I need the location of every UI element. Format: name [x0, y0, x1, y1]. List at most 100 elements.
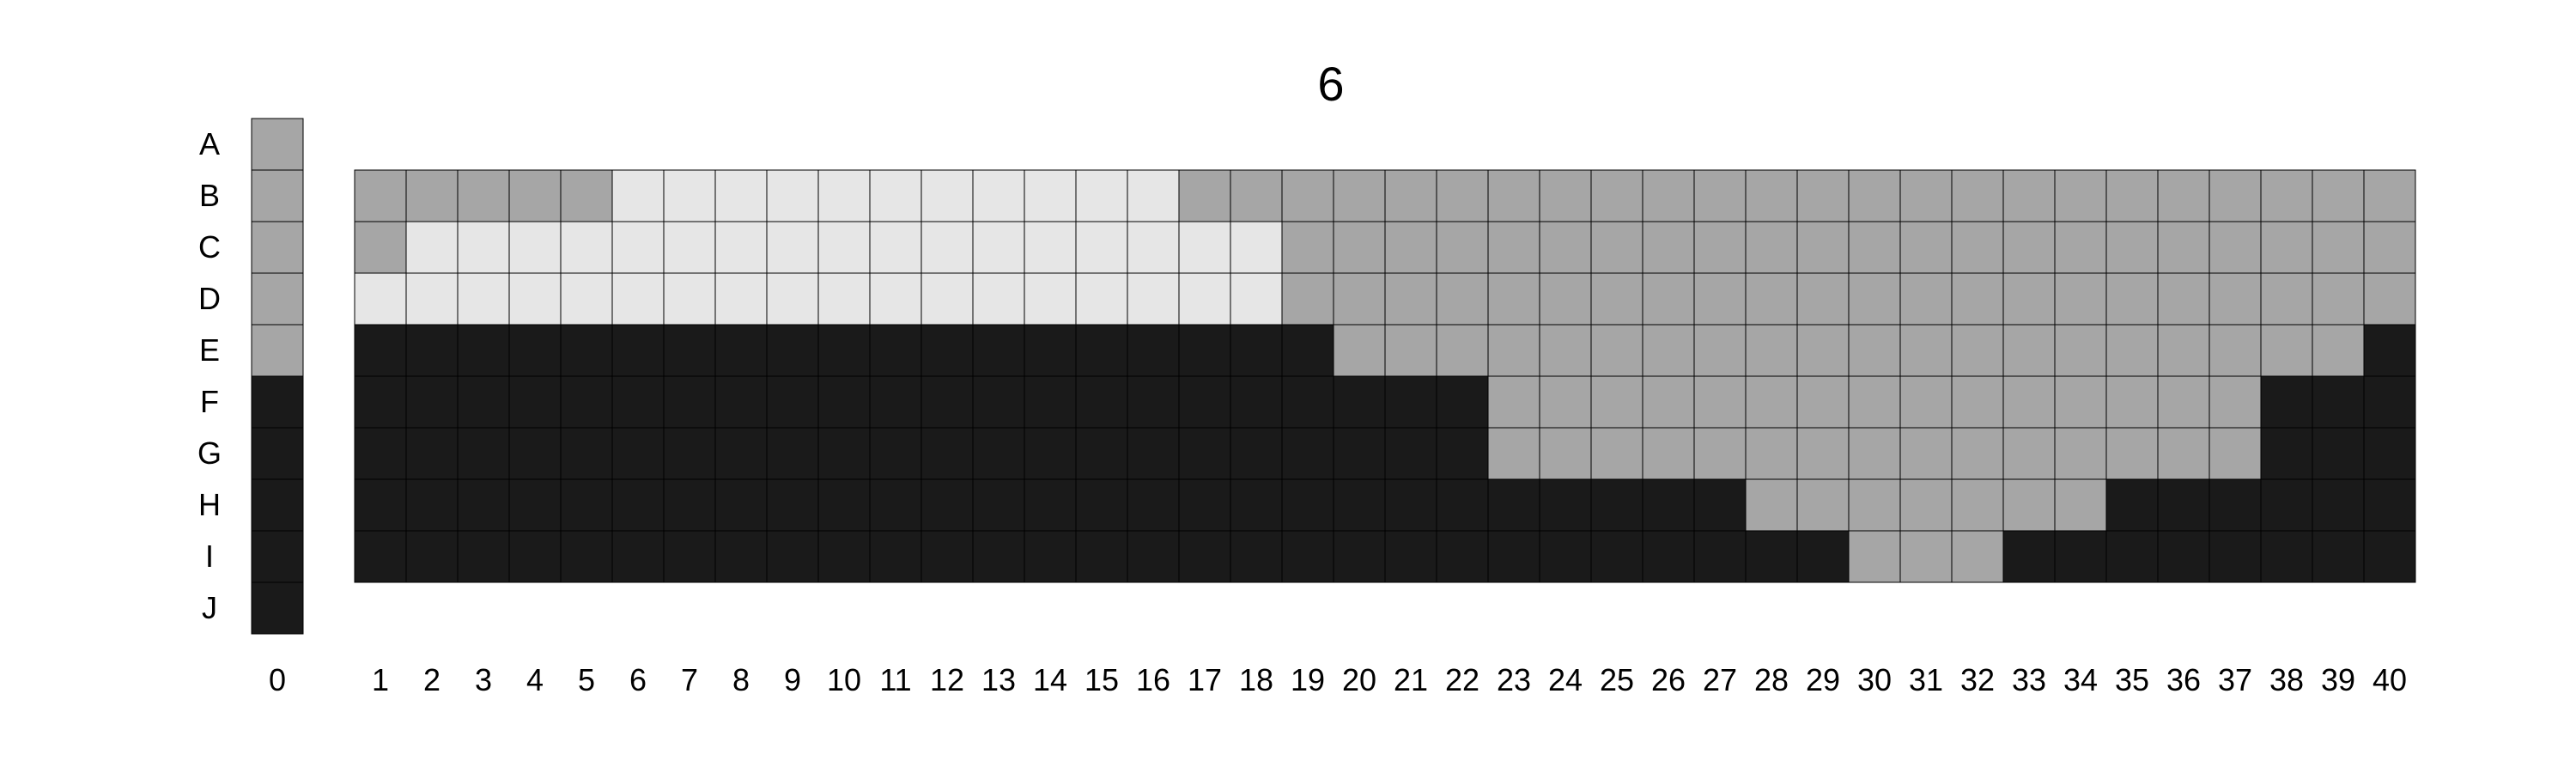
cell-f-13	[972, 375, 1025, 429]
cell-f-34	[2054, 375, 2107, 429]
cell-i-37	[2208, 530, 2262, 583]
cell-g-27	[1693, 427, 1747, 480]
column-label-34: 34	[2063, 662, 2098, 697]
column-label-39: 39	[2321, 662, 2355, 697]
column-label-35: 35	[2115, 662, 2149, 697]
cell-g-9	[766, 427, 819, 480]
row-label-e: E	[199, 332, 220, 368]
row-label-b: B	[199, 178, 220, 213]
cell-e-2	[405, 324, 459, 377]
cell-c-16	[1127, 221, 1180, 274]
cell-c-2	[405, 221, 459, 274]
cell-b-32	[1951, 169, 2004, 222]
column-label-7: 7	[681, 662, 698, 697]
cell-i-4	[508, 530, 562, 583]
cell-i-9	[766, 530, 819, 583]
cell-b-36	[2157, 169, 2210, 222]
cell-d-23	[1487, 272, 1540, 326]
cell-h-10	[817, 478, 871, 532]
cell-b-40	[2363, 169, 2416, 222]
cell-i-29	[1796, 530, 1850, 583]
cell-d-19	[1281, 272, 1334, 326]
cell-d-22	[1436, 272, 1489, 326]
cell-h-12	[920, 478, 974, 532]
column-label-20: 20	[1342, 662, 1376, 697]
cell-h-6	[611, 478, 665, 532]
cell-d-16	[1127, 272, 1180, 326]
cell-e-22	[1436, 324, 1489, 377]
cell-f-7	[663, 375, 716, 429]
cell-i-15	[1075, 530, 1128, 583]
cell-f-16	[1127, 375, 1180, 429]
cell-g-17	[1178, 427, 1231, 480]
cell-e-40	[2363, 324, 2416, 377]
row-label-a: A	[199, 126, 220, 161]
cell-f-30	[1848, 375, 1901, 429]
cell-i-7	[663, 530, 716, 583]
cell-f-10	[817, 375, 871, 429]
cell-b-13	[972, 169, 1025, 222]
cell-h-38	[2260, 478, 2313, 532]
column-label-5: 5	[578, 662, 595, 697]
cell-g-15	[1075, 427, 1128, 480]
cell-i-18	[1230, 530, 1283, 583]
cell-e-33	[2002, 324, 2056, 377]
cell-i-19	[1281, 530, 1334, 583]
cell-e-17	[1178, 324, 1231, 377]
cell-i-32	[1951, 530, 2004, 583]
cell-b-12	[920, 169, 974, 222]
cell-d-9	[766, 272, 819, 326]
cell-i-39	[2312, 530, 2365, 583]
row-label-g: G	[197, 435, 222, 471]
cell-b-5	[560, 169, 613, 222]
column-zero-cells	[251, 118, 304, 635]
cell-g-3	[457, 427, 510, 480]
cell-h-16	[1127, 478, 1180, 532]
cell-h-26	[1642, 478, 1695, 532]
cell-b-35	[2105, 169, 2159, 222]
cell-c-23	[1487, 221, 1540, 274]
cell-f-28	[1745, 375, 1798, 429]
cell-h-11	[869, 478, 922, 532]
cell-c-29	[1796, 221, 1850, 274]
column-label-8: 8	[732, 662, 750, 697]
cell-d-35	[2105, 272, 2159, 326]
cell-h-39	[2312, 478, 2365, 532]
cell-d-36	[2157, 272, 2210, 326]
cell-d-40	[2363, 272, 2416, 326]
cell-g-35	[2105, 427, 2159, 480]
cell-g-37	[2208, 427, 2262, 480]
column-label-26: 26	[1651, 662, 1686, 697]
cell-d-17	[1178, 272, 1231, 326]
cell-h-29	[1796, 478, 1850, 532]
cell-h-27	[1693, 478, 1747, 532]
cell-c-20	[1333, 221, 1386, 274]
cell-b-27	[1693, 169, 1747, 222]
cell-e-21	[1384, 324, 1437, 377]
cell-c-38	[2260, 221, 2313, 274]
cell-d-7	[663, 272, 716, 326]
cell-g-25	[1590, 427, 1643, 480]
cell-h-25	[1590, 478, 1643, 532]
cell-d-2	[405, 272, 459, 326]
cell-d-5	[560, 272, 613, 326]
cell-i-22	[1436, 530, 1489, 583]
cell-f-24	[1539, 375, 1592, 429]
cell-e-37	[2208, 324, 2262, 377]
cell-h-21	[1384, 478, 1437, 532]
cell-e-1	[354, 324, 407, 377]
cell-h-19	[1281, 478, 1334, 532]
cell-f-3	[457, 375, 510, 429]
cell-f-2	[405, 375, 459, 429]
row-label-j: J	[202, 590, 217, 625]
cell-i-40	[2363, 530, 2416, 583]
cell-e-14	[1024, 324, 1077, 377]
cell-b-18	[1230, 169, 1283, 222]
cell-d-26	[1642, 272, 1695, 326]
cell-e-34	[2054, 324, 2107, 377]
cell-b-33	[2002, 169, 2056, 222]
cell-c-11	[869, 221, 922, 274]
cell-f-26	[1642, 375, 1695, 429]
cell-c-13	[972, 221, 1025, 274]
column-label-3: 3	[475, 662, 492, 697]
